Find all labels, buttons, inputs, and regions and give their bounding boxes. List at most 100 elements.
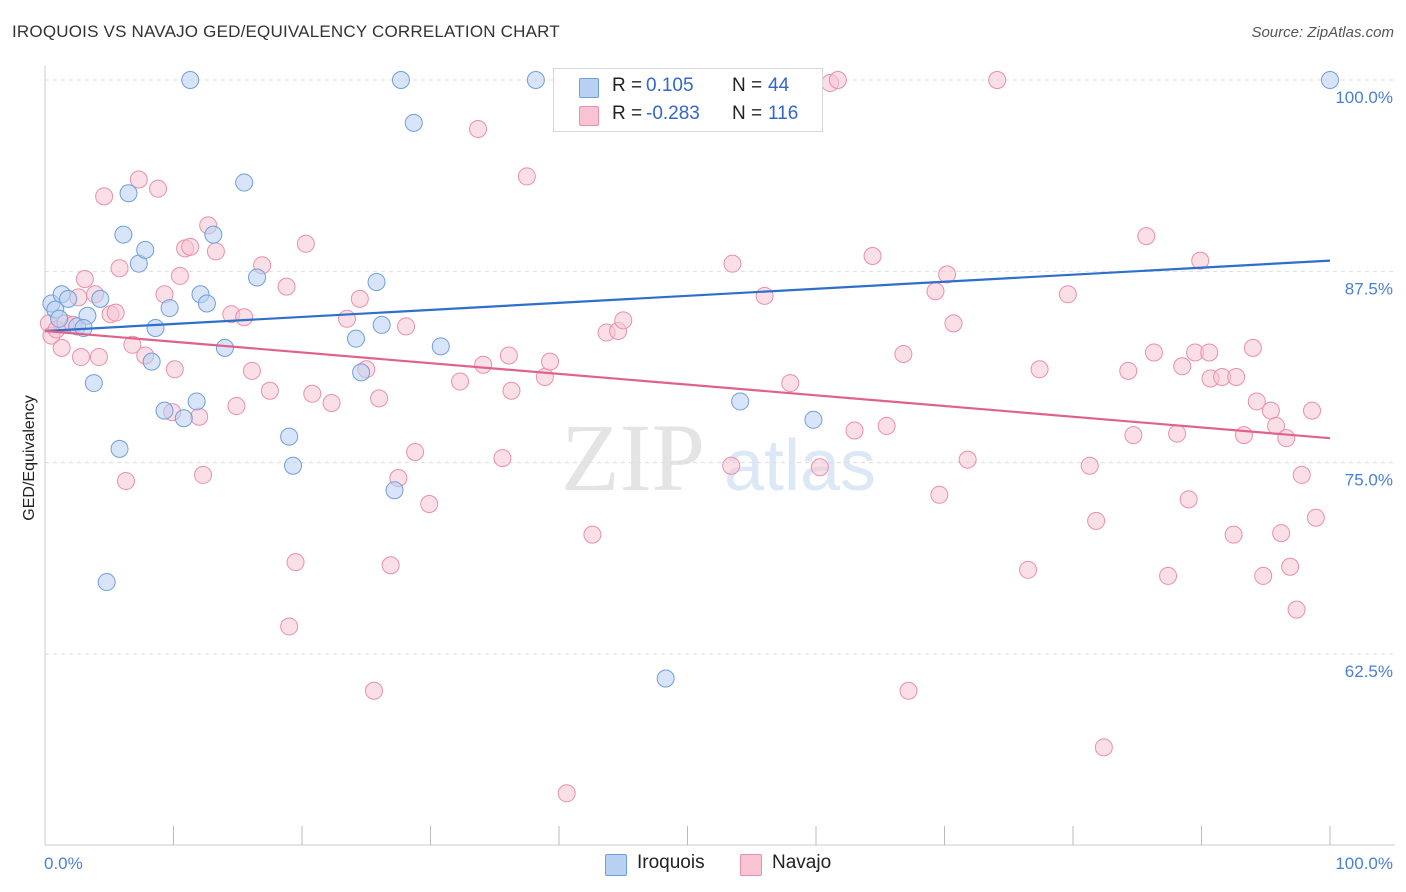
navajo-point [828,71,847,89]
navajo-point [1224,525,1243,544]
navajo-point [1119,361,1138,380]
navajo-point [303,384,322,403]
navajo-point [1094,738,1113,757]
navajo-point [1058,285,1077,304]
iroquois-point [59,289,78,308]
iroquois-legend-label: Iroquois [637,852,705,873]
iroquois-point [280,427,299,446]
navajo-point [944,314,963,333]
navajo-point [1254,566,1273,585]
y-tick-label: 62.5% [1345,662,1393,681]
navajo-point [493,449,512,468]
navajo-point [71,348,90,367]
legend-row-iroquois: R = 0.105 N = 44 [554,73,822,101]
navajo-point [1287,600,1306,619]
navajo-point [1292,465,1311,484]
watermark-zip: ZIP [561,404,705,511]
iroquois-point [372,315,391,334]
navajo-point [755,286,774,305]
navajo-point [52,338,71,357]
n-label: N = [732,75,763,96]
iroquois-point [114,225,133,244]
iroquois-point [284,456,303,475]
iroquois-point [155,401,174,420]
navajo-point [206,242,225,261]
navajo-point [938,265,957,284]
iroquois-point [804,410,823,429]
iroquois-point [181,71,200,89]
navajo-legend-swatch [740,854,762,876]
n-label: N = [732,103,763,124]
navajo-point [296,234,315,253]
iroquois-point [119,184,138,203]
navajo-point [614,311,633,330]
navajo-point [397,317,416,336]
navajo-point [1281,557,1300,576]
navajo-legend-label: Navajo [772,852,832,873]
navajo-point [1227,367,1246,386]
navajo-point [1159,566,1178,585]
iroquois-point [142,352,161,371]
navajo-point [1200,343,1219,362]
iroquois-point [174,409,193,428]
chart-title: IROQUOIS VS NAVAJO GED/EQUIVALENCY CORRE… [12,22,560,41]
iroquois-point [656,669,675,688]
iroquois-point [367,273,386,292]
r-label: R = [612,103,643,124]
source-label: Source: ZipAtlas.com [1251,24,1394,41]
navajo-point [474,355,493,374]
navajo-point [899,681,918,700]
navajo-trend-line [44,329,1331,440]
navajo-point [541,352,560,371]
navajo-point [149,179,168,198]
n-value: 116 [768,103,799,124]
iroquois-point [248,268,267,287]
navajo-point [1080,456,1099,475]
r-value: -0.283 [646,103,700,124]
iroquois-point [346,329,365,348]
navajo-point [370,389,389,408]
bottom-legend-navajo: Navajo [740,852,850,878]
navajo-point [190,407,209,426]
tick-labels: 100.0% 87.5% 75.0% 62.5% 0.0% 100.0% [44,88,1393,873]
legend-row-navajo: R = -0.283 N = 116 [554,101,822,129]
navajo-point [129,170,148,189]
trend-lines [44,259,1331,440]
navajo-point [1137,227,1156,246]
navajo-point [1124,426,1143,445]
data-points [39,71,1339,803]
navajo-point [1243,338,1262,357]
navajo-point [958,450,977,469]
r-value: 0.105 [646,75,694,96]
iroquois-point [84,374,103,393]
navajo-point [194,465,213,484]
navajo-point [926,282,945,301]
iroquois-point [235,173,254,192]
navajo-point [181,237,200,256]
navajo-point [123,335,142,354]
n-value: 44 [768,75,790,96]
iroquois-point [1321,71,1339,89]
navajo-point [381,556,400,575]
navajo-point [723,254,742,273]
navajo-point [1179,490,1198,509]
navajo-point [845,421,864,440]
iroquois-trend-line [44,259,1331,333]
navajo-point [1306,508,1325,527]
iroquois-point [197,294,216,313]
navajo-point [810,458,829,477]
navajo-point [242,361,261,380]
iroquois-point [136,240,155,259]
navajo-point [517,167,536,186]
iroquois-point [391,71,410,89]
navajo-point [502,381,521,400]
navajo-point [1277,429,1296,448]
navajo-point [420,494,439,513]
navajo-point [106,303,125,322]
navajo-point [350,289,369,308]
navajo-point [337,309,356,328]
navajo-point [170,266,189,285]
navajo-point [1191,251,1210,270]
navajo-point [322,393,341,412]
